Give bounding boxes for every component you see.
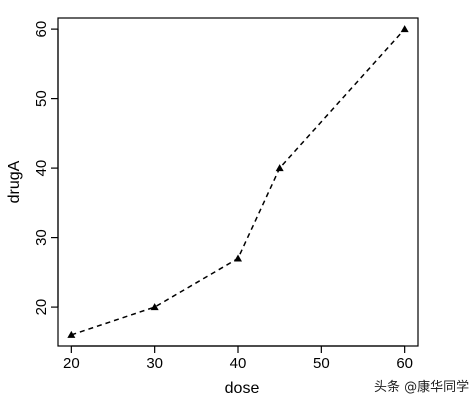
x-tick-label: 30 [146, 355, 163, 372]
data-point [400, 25, 409, 33]
x-tick-label: 40 [230, 355, 247, 372]
data-point [275, 164, 284, 172]
plot-frame [57, 17, 419, 347]
watermark-text: 头条 @康华同学 [374, 379, 469, 395]
data-point [150, 303, 159, 311]
y-axis-label: drugA [6, 160, 23, 203]
data-point [234, 254, 242, 262]
y-axis: 20 30 40 50 60 [33, 21, 59, 316]
y-tick-label: 40 [33, 160, 50, 177]
y-tick-label: 50 [33, 90, 50, 107]
y-tick-label: 60 [33, 21, 50, 38]
y-tick-label: 20 [33, 299, 50, 316]
x-tick-label: 20 [63, 355, 80, 372]
x-tick-label: 50 [313, 355, 330, 372]
x-axis-label: dose [225, 380, 260, 397]
series-markers [67, 25, 409, 338]
data-point [67, 330, 76, 338]
x-tick-label: 60 [396, 355, 413, 372]
series-line [71, 28, 406, 336]
y-tick-label: 30 [33, 229, 50, 246]
x-axis: 20 30 40 50 60 [63, 345, 413, 372]
